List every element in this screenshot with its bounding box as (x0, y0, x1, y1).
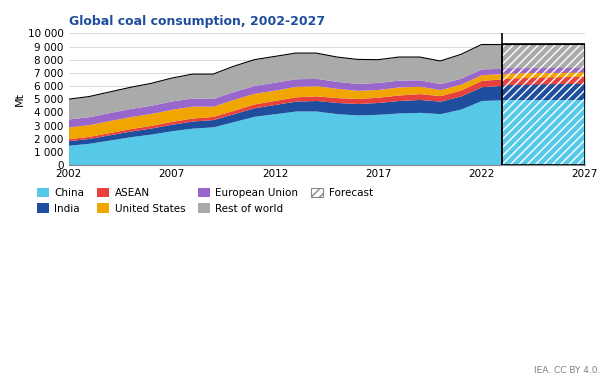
Text: IEA. CC BY 4.0.: IEA. CC BY 4.0. (535, 366, 601, 375)
Y-axis label: Mt: Mt (15, 92, 25, 106)
Text: Global coal consumption, 2002-2027: Global coal consumption, 2002-2027 (69, 15, 325, 28)
Legend: China, India, ASEAN, United States, European Union, Rest of world, Forecast: China, India, ASEAN, United States, Euro… (32, 184, 377, 218)
Bar (502, 44, 585, 165)
